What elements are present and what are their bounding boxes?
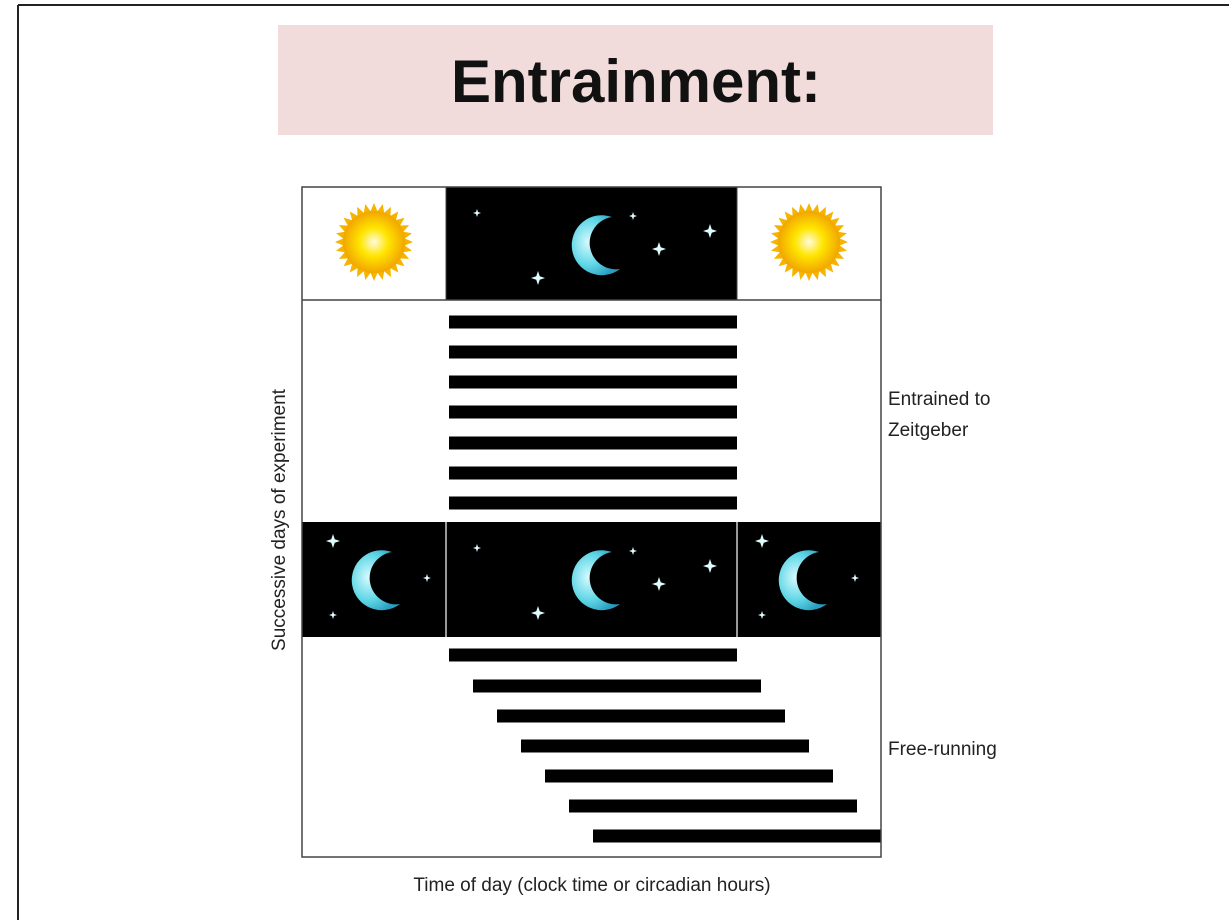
star bbox=[531, 271, 545, 285]
moon bbox=[571, 550, 620, 611]
title-box bbox=[278, 25, 993, 135]
star bbox=[652, 242, 666, 256]
actogram bbox=[302, 187, 881, 843]
star bbox=[531, 606, 545, 620]
activity-bar bbox=[521, 739, 809, 753]
star bbox=[629, 547, 637, 555]
star bbox=[629, 212, 637, 220]
activity-bar bbox=[449, 648, 737, 662]
activity-bar bbox=[449, 345, 737, 359]
star bbox=[758, 611, 766, 619]
activity-bar bbox=[569, 799, 857, 813]
star bbox=[473, 209, 481, 217]
y-axis-label: Successive days of experiment bbox=[269, 388, 290, 651]
star bbox=[652, 577, 666, 591]
activity-bar bbox=[449, 496, 737, 510]
annotation: Zeitgeber bbox=[888, 420, 969, 441]
title: Entrainment: bbox=[451, 48, 821, 115]
moon bbox=[351, 550, 400, 611]
star bbox=[851, 574, 859, 582]
activity-bar bbox=[449, 436, 737, 450]
star bbox=[755, 534, 769, 548]
activity-bar bbox=[593, 829, 881, 843]
sun-core bbox=[343, 211, 405, 273]
moon bbox=[571, 215, 620, 276]
activity-bar bbox=[497, 709, 785, 723]
star bbox=[703, 224, 717, 238]
activity-bar bbox=[545, 769, 833, 783]
moon bbox=[778, 550, 827, 611]
activity-bar bbox=[449, 466, 737, 480]
activity-bar bbox=[449, 315, 737, 329]
activity-bar bbox=[449, 405, 737, 419]
activity-bar bbox=[449, 375, 737, 389]
star bbox=[329, 611, 337, 619]
sun-core bbox=[778, 211, 840, 273]
annotation: Free-running bbox=[888, 739, 997, 760]
annotation: Entrained to bbox=[888, 389, 990, 410]
activity-bar bbox=[473, 679, 761, 693]
star bbox=[326, 534, 340, 548]
x-axis-label: Time of day (clock time or circadian hou… bbox=[413, 875, 770, 896]
star bbox=[423, 574, 431, 582]
star bbox=[703, 559, 717, 573]
star bbox=[473, 544, 481, 552]
actogram-frame bbox=[301, 186, 882, 858]
night-top bbox=[446, 187, 737, 300]
